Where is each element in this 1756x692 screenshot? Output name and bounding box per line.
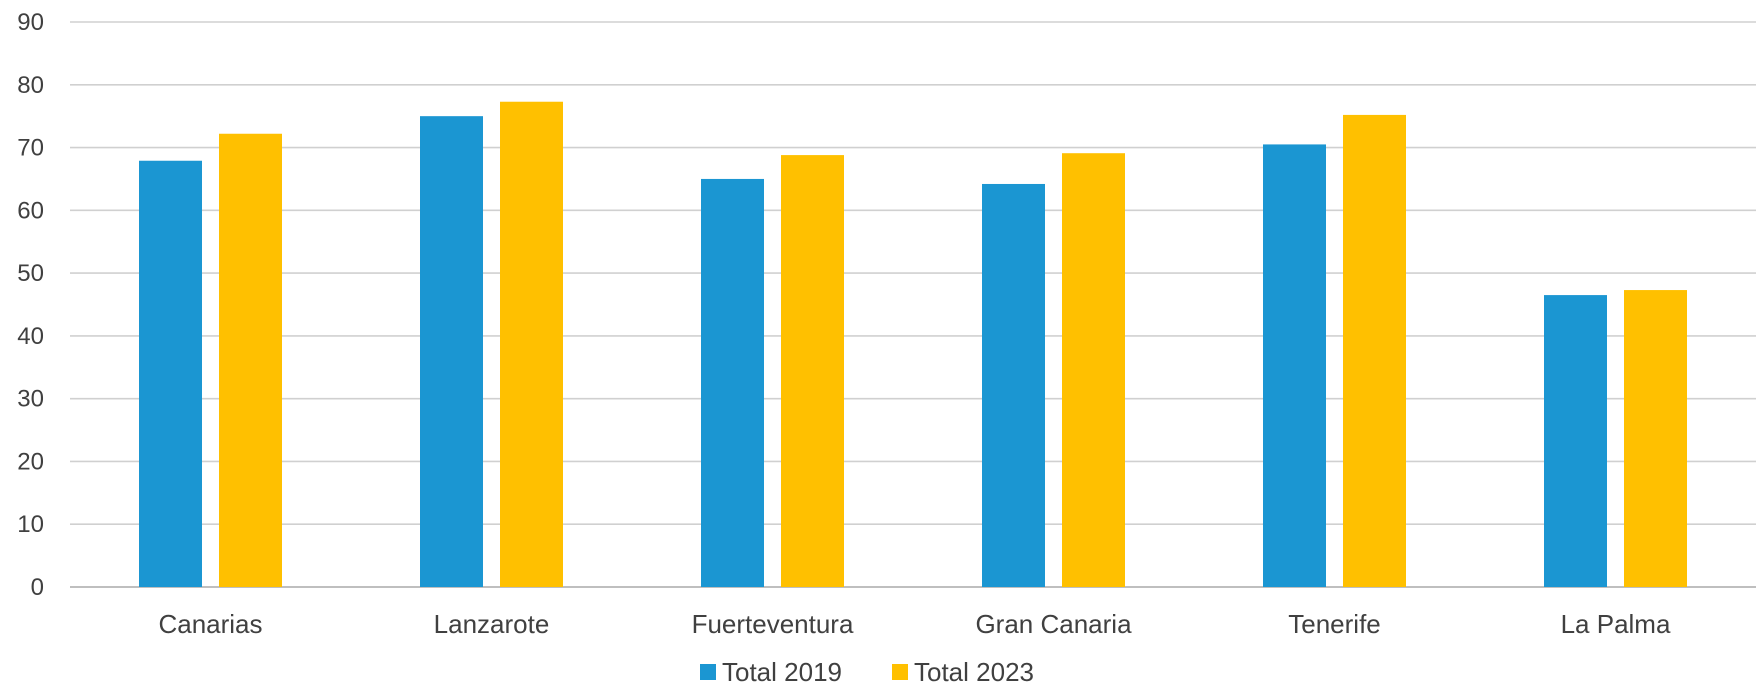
y-axis-ticks: 0 10 20 30 40 50 60 70 80 90 (17, 9, 44, 601)
bar-la-palma-total-2019 (1544, 295, 1607, 587)
y-tick-label: 30 (17, 386, 44, 413)
bar-canarias-total-2023 (219, 133, 282, 587)
bar-gran-canaria-total-2019 (982, 183, 1045, 587)
bar-lanzarote-total-2019 (420, 116, 483, 588)
bars (139, 101, 1687, 588)
bar-gran-canaria-total-2023 (1062, 153, 1125, 587)
x-axis-categories: Canarias Lanzarote Fuerteventura Gran Canar… (158, 609, 1670, 639)
y-tick-label: 10 (17, 511, 44, 538)
bar-fuerteventura-total-2019 (701, 178, 764, 587)
legend-label: Total 2023 (914, 657, 1034, 687)
x-category-label: Lanzarote (434, 609, 550, 639)
y-tick-label: 20 (17, 448, 44, 475)
gridlines (70, 21, 1756, 588)
legend-swatch (892, 664, 908, 680)
bar-tenerife-total-2023 (1343, 114, 1406, 588)
bar-tenerife-total-2019 (1263, 144, 1326, 587)
y-tick-label: 40 (17, 323, 44, 350)
x-category-label: Tenerife (1288, 609, 1381, 639)
bar-fuerteventura-total-2023 (781, 155, 844, 588)
y-tick-label: 80 (17, 72, 44, 99)
legend-label: Total 2019 (722, 657, 842, 687)
y-tick-label: 90 (17, 9, 44, 36)
x-category-label: La Palma (1561, 609, 1671, 639)
legend: Total 2019 Total 2023 (700, 657, 1034, 687)
bar-la-palma-total-2023 (1624, 290, 1687, 587)
x-category-label: Fuerteventura (692, 609, 854, 639)
bar-lanzarote-total-2023 (500, 101, 563, 587)
y-tick-label: 60 (17, 197, 44, 224)
y-tick-label: 50 (17, 260, 44, 287)
bar-canarias-total-2019 (139, 160, 202, 587)
legend-swatch (700, 664, 716, 680)
x-category-label: Gran Canaria (975, 609, 1132, 639)
y-tick-label: 0 (31, 574, 44, 601)
x-category-label: Canarias (158, 609, 262, 639)
y-tick-label: 70 (17, 135, 44, 162)
